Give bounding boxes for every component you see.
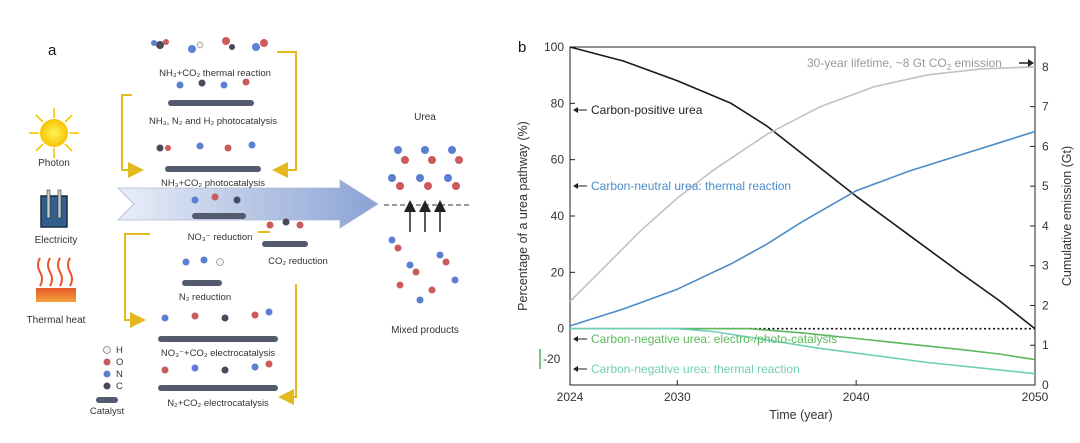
photon-label: Photon (38, 158, 70, 169)
legend-o-dot (103, 358, 111, 366)
y-axis-title: Percentage of a urea pathway (%) (516, 121, 530, 311)
minus20-label: -20 (543, 352, 561, 366)
x-tick-label: 2024 (557, 390, 584, 404)
carbon-positive-line (569, 46, 1036, 330)
carbon-negative-thermal-annotation: Carbon-negative urea: thermal reaction (591, 362, 800, 376)
route-label-nh3-n2-h2-photocatalysis: NH₃, N₂ and H₂ photocatalysis (149, 116, 277, 127)
carbon-positive-annotation: Carbon-positive urea (591, 103, 703, 117)
legend-catalyst-beads (96, 397, 118, 403)
right-tick-label: 3 (1042, 259, 1049, 273)
molecule-glyphs (151, 37, 304, 374)
left-tick-label: 40 (551, 209, 565, 223)
catalyst-beads (158, 100, 308, 391)
right-tick-label: 8 (1042, 60, 1049, 74)
legend-o: O (116, 357, 123, 368)
x-axis-ticks: 2024 2030 2040 2050 (557, 380, 1049, 404)
carbon-negative-electro-annotation: Carbon-negative urea: electro-/photo-cat… (591, 332, 837, 346)
right-tick-label: 7 (1042, 100, 1049, 114)
electricity-label: Electricity (35, 235, 78, 246)
energy-flow-arrow (117, 179, 379, 229)
legend-n: N (116, 369, 123, 380)
right-tick-label: 4 (1042, 219, 1049, 233)
route-label-nh3-co2-photocatalysis: NH₃+CO₂ photocatalysis (161, 178, 265, 189)
panel-a-svg: a Photon Electricity Thermal heat (27, 37, 470, 417)
route-label-co2-reduction: CO₂ reduction (268, 256, 328, 267)
route-label-nh3-co2-thermal: NH₃+CO₂ thermal reaction (159, 68, 271, 79)
legend-catalyst: Catalyst (90, 406, 125, 417)
left-tick-label: 60 (551, 153, 565, 167)
carbon-negative-thermal-arrow (573, 366, 587, 372)
x-axis-title: Time (year) (769, 408, 832, 422)
carbon-neutral-arrow (573, 183, 587, 189)
panel-b-label: b (518, 39, 526, 56)
upward-arrows (404, 200, 446, 232)
left-tick-label: 80 (551, 96, 565, 110)
x-tick-label: 2030 (664, 390, 691, 404)
route-label-n2-co2-electrocatalysis: N₂+CO₂ electrocatalysis (167, 398, 269, 409)
right-tick-label: 1 (1042, 338, 1049, 352)
element-legend: H O N C Catalyst (90, 345, 125, 417)
thermal-heat-label: Thermal heat (27, 315, 86, 326)
lifetime-annotation: 30-year lifetime, ~8 Gt CO2 emission (807, 56, 1002, 72)
thermal-negative-line (570, 327, 1036, 375)
right-axis-ticks: 0 1 2 3 4 5 6 7 8 (1030, 60, 1049, 392)
urea-label: Urea (414, 112, 436, 123)
x-tick-label: 2040 (843, 390, 870, 404)
carbon-neutral-annotation: Carbon-neutral urea: thermal reaction (591, 179, 791, 193)
urea-molecules (388, 146, 463, 190)
legend-c-dot (103, 382, 111, 390)
legend-n-dot (103, 370, 111, 378)
y2-axis-title: Cumulative emission (Gt) (1060, 146, 1074, 286)
legend-c: C (116, 381, 123, 392)
carbon-neutral-line (569, 130, 1036, 327)
right-tick-label: 0 (1042, 378, 1049, 392)
legend-h: H (116, 345, 123, 356)
heat-icon (36, 257, 76, 302)
carbon-negative-electro-arrow (573, 336, 587, 342)
route-label-no3-reduction: NO₃⁻ reduction (188, 232, 253, 243)
mixed-products-label: Mixed products (391, 325, 459, 336)
sun-icon (29, 108, 79, 158)
right-tick-label: 5 (1042, 179, 1049, 193)
left-tick-label: 100 (544, 40, 564, 54)
cumulative-emission-line (569, 66, 1036, 303)
lifetime-arrow (1019, 59, 1034, 67)
x-tick-label: 2050 (1022, 390, 1049, 404)
left-axis-ticks: 0 20 40 60 80 100 (544, 40, 575, 336)
electro-photo-negative-line (570, 327, 1036, 361)
mixed-product-molecules (388, 236, 459, 304)
left-tick-label: 0 (557, 322, 564, 336)
electrolysis-cell-icon (40, 189, 68, 228)
route-connectors (121, 51, 297, 405)
panel-a-label: a (48, 42, 57, 59)
left-tick-label: 20 (551, 265, 565, 279)
route-label-n2-reduction: N₂ reduction (179, 292, 231, 303)
carbon-positive-arrow (573, 107, 587, 113)
panel-a-schematic: a Photon Electricity Thermal heat (0, 0, 500, 438)
right-tick-label: 2 (1042, 298, 1049, 312)
right-tick-label: 6 (1042, 139, 1049, 153)
legend-h-dot (103, 346, 111, 354)
series-layer (569, 46, 1036, 375)
route-label-no3-co2-electrocatalysis: NO₃⁻+CO₂ electrocatalysis (161, 348, 275, 359)
